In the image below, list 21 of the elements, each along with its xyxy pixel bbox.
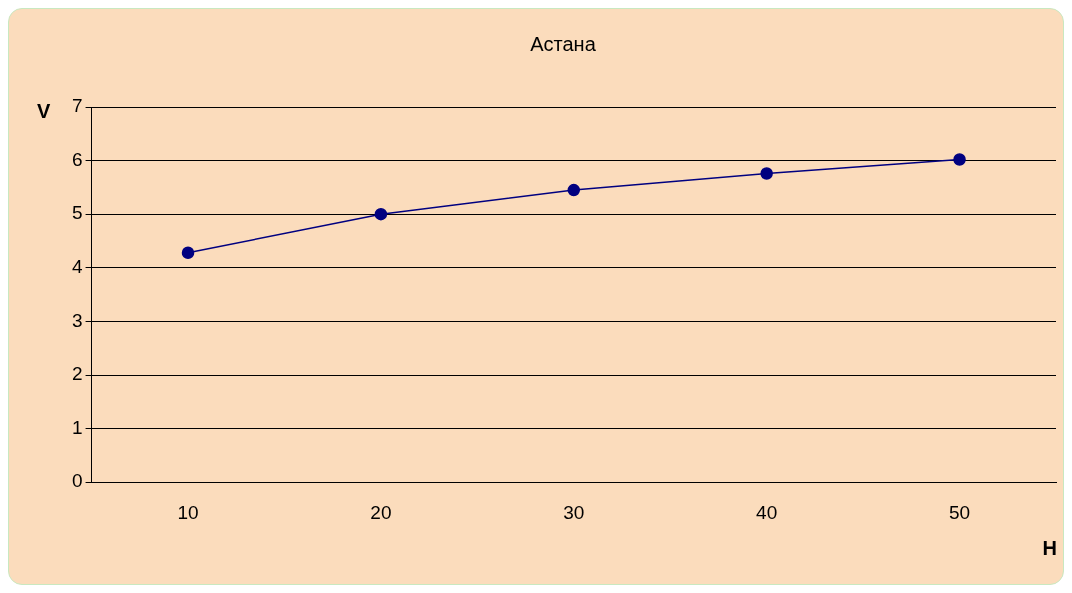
y-tick-label: 0 — [71, 470, 83, 492]
x-tick-label: 30 — [563, 501, 585, 523]
x-axis-title: H — [1042, 536, 1057, 559]
point — [567, 183, 581, 197]
point — [760, 167, 773, 180]
y-tick-label: 4 — [71, 256, 83, 278]
x-tick-label: 20 — [370, 501, 392, 523]
x-tick-label: 50 — [948, 501, 971, 523]
point — [374, 207, 388, 221]
y-axis-title: V — [37, 99, 51, 122]
x-tick-label: 40 — [756, 501, 778, 523]
y-tick-label: 1 — [71, 416, 83, 438]
x-tick-label: 10 — [177, 501, 199, 523]
y-tick-label: 7 — [71, 95, 83, 117]
y-tick-label: 3 — [71, 309, 83, 331]
chart-title: Астана — [530, 32, 597, 55]
y-tick-label: 5 — [71, 202, 83, 224]
point — [953, 153, 966, 166]
point — [181, 246, 195, 260]
y-tick-label: 2 — [71, 363, 83, 385]
y-tick-label: 6 — [71, 148, 83, 170]
